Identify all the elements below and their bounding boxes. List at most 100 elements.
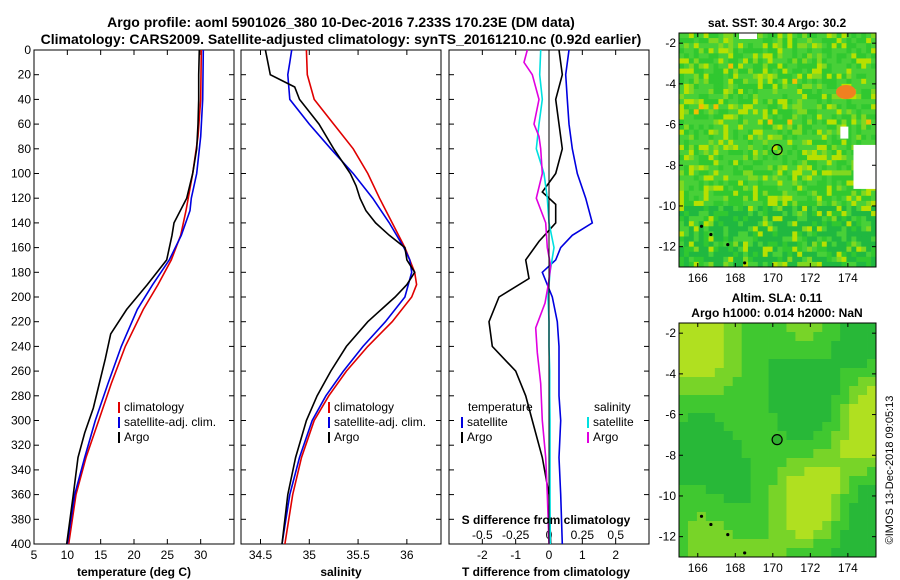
- map-cell: [858, 323, 868, 333]
- map-cell: [792, 58, 798, 64]
- map-cell: [743, 99, 749, 105]
- map-cell: [738, 226, 744, 232]
- map-cell: [713, 114, 719, 120]
- map-cell: [679, 503, 689, 513]
- map-cell: [768, 422, 778, 432]
- map-cell: [797, 160, 803, 166]
- map-cell: [683, 170, 690, 176]
- map-cell: [846, 63, 852, 70]
- map-cell: [856, 200, 862, 207]
- map-cell: [777, 485, 787, 495]
- map-cell: [723, 43, 729, 49]
- map-cell: [762, 231, 769, 237]
- map-cell: [679, 246, 685, 253]
- map-cell: [747, 58, 754, 64]
- map-cell: [705, 458, 716, 468]
- map-cell: [867, 521, 876, 531]
- map-cell: [841, 251, 847, 258]
- map-cell: [813, 350, 823, 360]
- map-cell: [826, 205, 833, 212]
- map-cell: [714, 341, 725, 351]
- x-tick-label: 20: [127, 548, 141, 562]
- map-cell: [821, 256, 828, 263]
- map-cell: [786, 341, 796, 351]
- map-cell: [683, 251, 690, 258]
- map-cell: [849, 449, 859, 459]
- map-cell: [777, 226, 783, 232]
- map-cell: [826, 114, 833, 120]
- map-cell: [762, 83, 769, 90]
- map-cell: [846, 139, 852, 146]
- map-cell: [861, 139, 867, 146]
- map-cell: [723, 73, 729, 80]
- map-cell: [762, 251, 769, 258]
- series-line-temperature-satellite: [541, 50, 594, 544]
- map-cell: [816, 221, 823, 227]
- map-cell: [703, 63, 709, 70]
- map-cell: [703, 231, 709, 237]
- map-cell: [693, 150, 700, 156]
- map-cell: [747, 231, 754, 237]
- map-cell: [866, 211, 872, 217]
- map-cell: [693, 83, 700, 90]
- map-cell: [849, 539, 859, 549]
- salinity-series: [264, 50, 418, 544]
- map-cell: [831, 170, 837, 176]
- map-cell: [831, 323, 841, 333]
- map-cell: [813, 413, 823, 423]
- map-cell: [757, 160, 764, 166]
- map-cell: [708, 53, 714, 59]
- map-cell: [851, 109, 857, 115]
- map-cell: [846, 33, 852, 39]
- map-cell: [782, 144, 788, 151]
- map-cell: [787, 211, 793, 217]
- map-cell: [802, 216, 808, 222]
- map-cell: [713, 53, 719, 59]
- map-cell: [782, 226, 788, 232]
- map-cell: [762, 205, 769, 212]
- map-cell: [688, 124, 695, 131]
- map-cell: [811, 124, 818, 131]
- map-cell: [757, 53, 764, 59]
- map-cell: [840, 323, 850, 333]
- map-cell: [688, 221, 695, 227]
- map-cell: [708, 246, 714, 253]
- map-cell: [767, 48, 773, 54]
- map-cell: [797, 216, 803, 222]
- map-cell: [732, 539, 743, 549]
- map-cell: [762, 195, 769, 202]
- map-cell: [821, 200, 828, 207]
- map-cell: [708, 165, 714, 171]
- map-cell: [767, 134, 773, 141]
- map-cell: [713, 236, 719, 242]
- map-cell: [826, 155, 833, 161]
- map-cell: [866, 246, 872, 253]
- map-cell: [718, 63, 724, 70]
- map-cell: [762, 226, 769, 232]
- map-cell: [807, 63, 813, 70]
- map-cell: [741, 494, 752, 504]
- y-tick-label: 380: [11, 512, 31, 526]
- map-cell: [772, 129, 778, 136]
- map-cell: [787, 150, 793, 156]
- map-cell: [768, 404, 778, 414]
- map-cell: [841, 236, 847, 242]
- map-cell: [683, 155, 690, 161]
- map-cell: [813, 512, 823, 522]
- map-cell: [813, 404, 823, 414]
- map-cell: [683, 180, 690, 187]
- map-cell: [802, 109, 808, 115]
- map-cell: [858, 413, 868, 423]
- map-cell: [679, 155, 685, 161]
- map-cell: [831, 350, 841, 360]
- map-cell: [795, 449, 805, 459]
- map-cell: [738, 251, 744, 258]
- map-cell: [797, 236, 803, 242]
- map-cell: [732, 350, 743, 360]
- map-cell: [802, 185, 808, 192]
- map-cell: [718, 180, 724, 187]
- map-cell: [856, 114, 862, 120]
- map-cell: [687, 485, 698, 495]
- map-cell: [816, 78, 823, 85]
- map-cell: [822, 503, 832, 513]
